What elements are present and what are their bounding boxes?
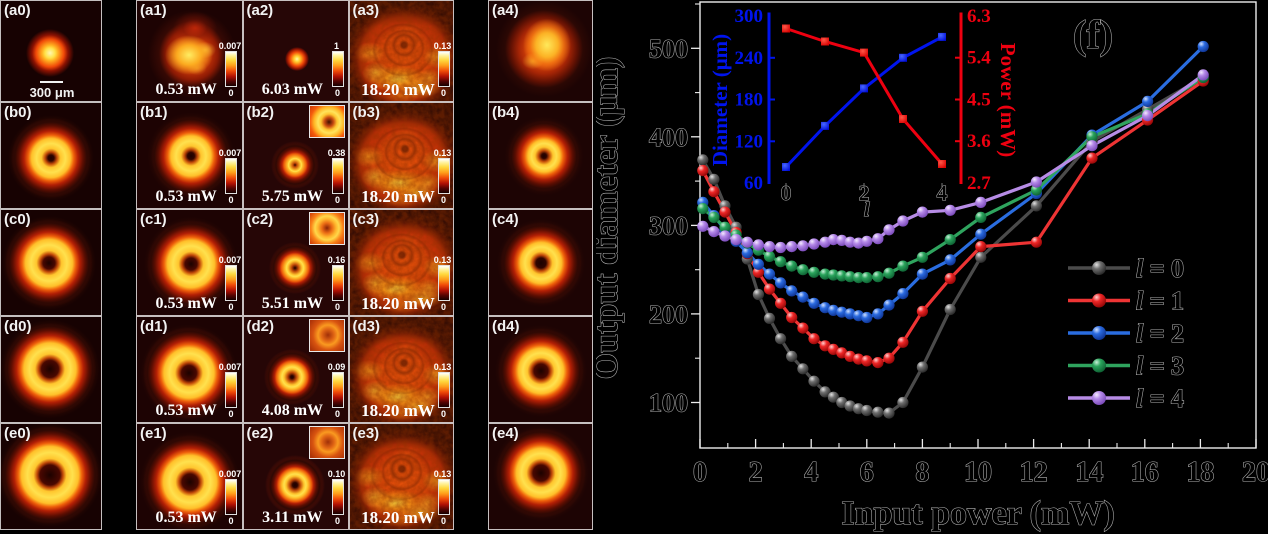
svg-text:l = 4: l = 4: [1136, 384, 1184, 413]
svg-text:240: 240: [735, 48, 764, 69]
svg-text:8: 8: [915, 457, 929, 488]
svg-text:(f): (f): [1073, 12, 1113, 57]
svg-text:Output diameter (μm): Output diameter (μm): [596, 57, 625, 380]
svg-text:300: 300: [735, 6, 764, 27]
svg-text:0: 0: [693, 457, 707, 488]
svg-text:3.6: 3.6: [967, 131, 991, 152]
svg-text:10: 10: [964, 457, 992, 488]
svg-text:l: l: [864, 199, 870, 221]
svg-text:4.5: 4.5: [967, 90, 991, 111]
svg-text:Input power (mW): Input power (mW): [841, 495, 1114, 532]
svg-text:2: 2: [859, 181, 870, 205]
svg-text:100: 100: [649, 389, 688, 418]
svg-text:0: 0: [781, 181, 792, 205]
svg-text:400: 400: [649, 123, 688, 152]
svg-text:18: 18: [1186, 457, 1214, 488]
svg-text:120: 120: [735, 131, 764, 152]
svg-text:l = 3: l = 3: [1136, 352, 1184, 381]
svg-text:500: 500: [649, 34, 688, 63]
svg-text:14: 14: [1075, 457, 1103, 488]
svg-text:6: 6: [860, 457, 874, 488]
svg-text:2: 2: [749, 457, 763, 488]
svg-text:l = 2: l = 2: [1136, 319, 1184, 348]
svg-text:200: 200: [649, 300, 688, 329]
svg-text:20: 20: [1242, 457, 1268, 488]
svg-text:l = 1: l = 1: [1136, 287, 1184, 316]
svg-text:2.7: 2.7: [967, 173, 991, 194]
svg-text:5.4: 5.4: [967, 48, 991, 69]
svg-text:16: 16: [1131, 457, 1159, 488]
svg-text:60: 60: [744, 173, 763, 194]
svg-text:180: 180: [735, 90, 764, 111]
svg-text:300: 300: [649, 211, 688, 240]
svg-text:4: 4: [937, 181, 948, 205]
svg-text:Diameter (μm): Diameter (μm): [708, 34, 732, 166]
svg-text:l = 0: l = 0: [1136, 254, 1184, 283]
svg-text:6.3: 6.3: [967, 6, 991, 27]
svg-text:4: 4: [804, 457, 818, 488]
svg-text:Power (mW): Power (mW): [996, 43, 1020, 158]
svg-text:12: 12: [1020, 457, 1048, 488]
